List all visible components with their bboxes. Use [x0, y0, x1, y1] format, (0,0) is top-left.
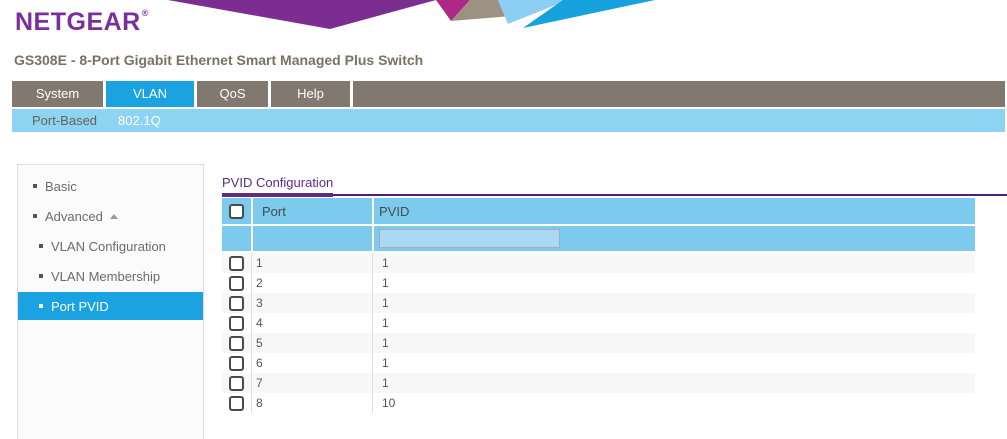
subnav-item-port-based[interactable]: Port-Based	[32, 113, 98, 128]
vlan-subnav: Port-Based 802.1Q	[12, 109, 1005, 132]
pvid-cell: 1	[372, 253, 975, 273]
bullet-icon	[39, 274, 43, 278]
device-title: GS308E - 8-Port Gigabit Ethernet Smart M…	[14, 52, 424, 68]
nav-filler	[353, 81, 1005, 107]
sidebar-item-label: Basic	[45, 178, 77, 194]
table-body: 1 1 2 1 3 1 4 1 5 1 6 1 7 1 8 10	[222, 253, 975, 413]
row-checkbox[interactable]	[229, 375, 244, 391]
row-checkbox[interactable]	[229, 295, 244, 311]
row-checkbox[interactable]	[229, 355, 244, 371]
subnav-item-802-1q[interactable]: 802.1Q	[118, 113, 161, 128]
sidebar-item-basic[interactable]: Basic	[18, 172, 203, 200]
nav-tab-system[interactable]: System	[12, 81, 103, 107]
sidebar-item-label: Port PVID	[51, 298, 109, 314]
table-row-port-8: 8 10	[222, 393, 975, 413]
row-checkbox[interactable]	[229, 315, 244, 331]
bullet-icon	[33, 214, 37, 218]
section-title: PVID Configuration	[222, 175, 334, 197]
sidebar-item-label: VLAN Configuration	[51, 238, 166, 254]
netgear-logo: NETGEAR®	[15, 8, 149, 36]
sidebar-item-vlan-configuration[interactable]: VLAN Configuration	[18, 232, 203, 260]
pvid-input[interactable]	[379, 229, 560, 248]
table-header-row: Port PVID	[222, 198, 975, 224]
sidebar-item-vlan-membership[interactable]: VLAN Membership	[18, 262, 203, 290]
port-cell: 5	[251, 333, 372, 353]
sidebar: Basic Advanced VLAN Configuration VLAN Memb…	[17, 164, 204, 439]
pvid-cell: 1	[372, 373, 975, 393]
table-edit-row	[222, 226, 975, 251]
port-cell: 3	[251, 293, 372, 313]
registered-trademark: ®	[141, 8, 149, 18]
row-checkbox-cell	[222, 373, 251, 393]
row-checkbox-cell	[222, 253, 251, 273]
port-column-header: Port	[253, 198, 374, 224]
row-checkbox[interactable]	[229, 255, 244, 271]
row-checkbox[interactable]	[229, 335, 244, 351]
sidebar-item-port-pvid[interactable]: Port PVID	[18, 292, 203, 320]
pvid-cell: 1	[372, 293, 975, 313]
pvid-column-header: PVID	[379, 203, 410, 219]
bullet-icon	[39, 304, 43, 308]
row-checkbox-cell	[222, 293, 251, 313]
collapse-caret-icon	[109, 213, 118, 219]
row-checkbox[interactable]	[229, 275, 244, 291]
nav-tab-qos[interactable]: QoS	[197, 81, 268, 107]
pvid-cell: 1	[372, 313, 975, 333]
section-head: PVID Configuration	[222, 174, 1007, 197]
row-checkbox-cell	[222, 273, 251, 293]
bullet-icon	[33, 184, 37, 188]
header-checkbox-cell	[222, 198, 253, 224]
row-checkbox-cell	[222, 313, 251, 333]
port-cell: 7	[251, 373, 372, 393]
pvid-cell: 10	[372, 393, 975, 413]
row-checkbox-cell	[222, 333, 251, 353]
select-all-checkbox[interactable]	[229, 203, 244, 219]
pvid-cell: 1	[372, 273, 975, 293]
pvid-cell: 1	[372, 333, 975, 353]
port-cell: 2	[251, 273, 372, 293]
port-cell: 4	[251, 313, 372, 333]
port-cell: 8	[251, 393, 372, 413]
bullet-icon	[39, 244, 43, 248]
nav-tab-vlan[interactable]: VLAN	[106, 81, 194, 107]
row-checkbox-cell	[222, 353, 251, 373]
sidebar-item-label: VLAN Membership	[51, 268, 161, 284]
sidebar-item-advanced[interactable]: Advanced	[18, 202, 203, 230]
main-nav: System VLAN QoS Help	[12, 81, 1005, 107]
pvid-table: Port PVID 1 1 2 1 3 1 4 1 5 1 6 1 7 1 8 10	[222, 198, 975, 413]
nav-tab-help[interactable]: Help	[271, 81, 350, 107]
port-cell: 1	[251, 253, 372, 273]
header-banner-graphic	[168, 0, 655, 29]
row-checkbox[interactable]	[229, 395, 244, 411]
row-checkbox-cell	[222, 393, 251, 413]
port-cell: 6	[251, 353, 372, 373]
sidebar-item-label: Advanced	[45, 208, 103, 224]
pvid-cell: 1	[372, 353, 975, 373]
